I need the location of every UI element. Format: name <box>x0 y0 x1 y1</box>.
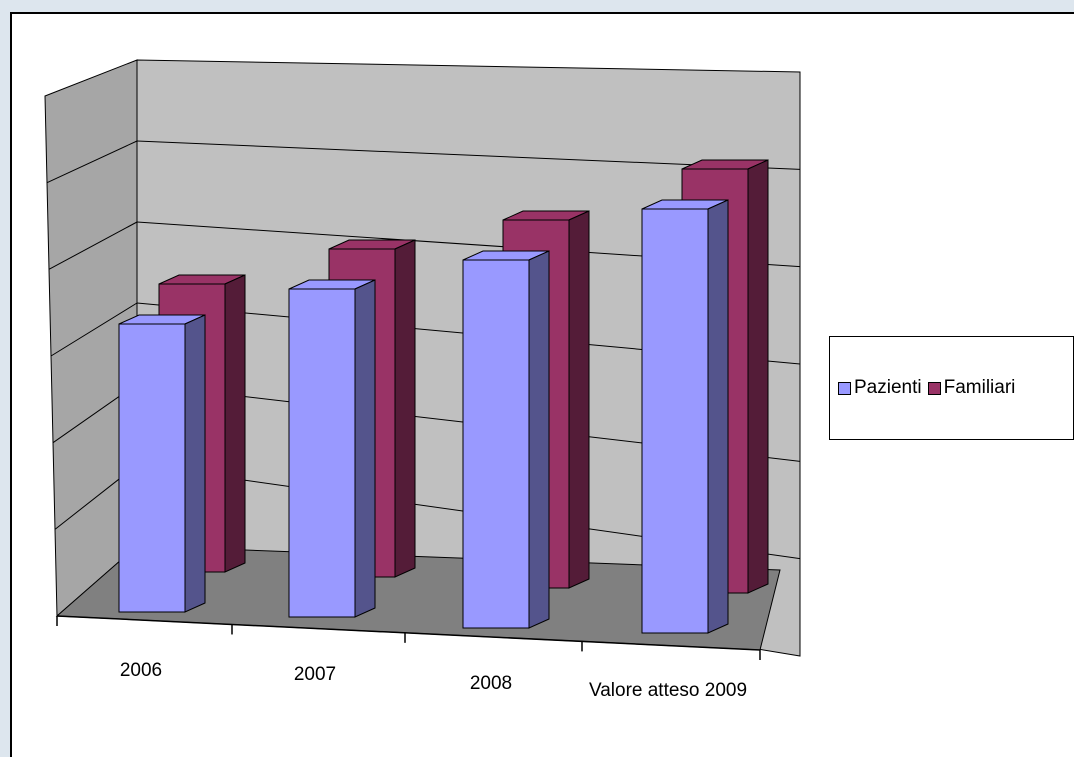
x-tick-label: Valore atteso 2009 <box>588 680 748 701</box>
legend-label-familiari: Familiari <box>943 377 1016 398</box>
bar-pazienti <box>641 199 729 634</box>
legend-swatch-pazienti <box>838 381 851 395</box>
x-axis-line <box>56 615 761 651</box>
bar-pazienti <box>118 314 206 613</box>
legend-entry-pazienti: Pazienti <box>838 377 922 399</box>
legend-swatch-familiari <box>927 381 941 395</box>
chart-legend: Pazienti Familiari <box>829 336 1074 440</box>
gridline <box>136 140 801 170</box>
x-tick-label: 2006 <box>119 660 163 681</box>
gridline <box>48 221 138 270</box>
x-tick-label: 2008 <box>469 673 513 694</box>
bar-pazienti <box>462 250 550 629</box>
gridline <box>46 140 138 184</box>
gridline <box>50 302 138 357</box>
legend-label-pazienti: Pazienti <box>854 377 922 398</box>
x-tick-label: 2007 <box>293 664 337 685</box>
legend-entry-familiari: Familiari <box>927 377 1016 399</box>
bar-pazienti <box>288 279 376 618</box>
